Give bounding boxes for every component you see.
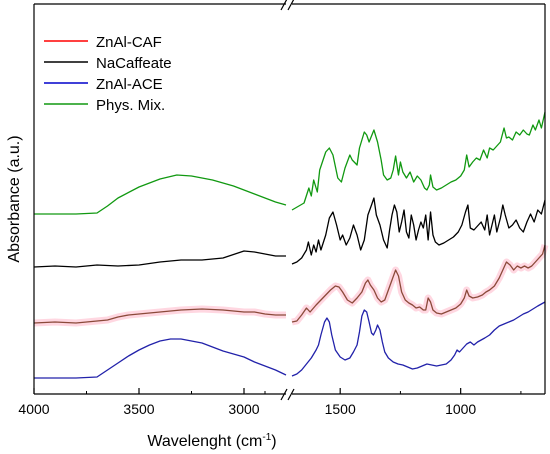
series-layer xyxy=(33,111,546,379)
legend-label-zn-al-ace: ZnAl-ACE xyxy=(96,76,163,93)
legend-label-phys-mix: Phys. Mix. xyxy=(96,97,165,114)
x-tick-label-3000: 3000 xyxy=(228,401,259,417)
y-axis-label: Absorbance (a.u.) xyxy=(6,135,23,262)
series-line-znal-ace-right xyxy=(291,301,546,377)
series-line-nacaffeate-right xyxy=(291,197,546,265)
x-tick-label-4000: 4000 xyxy=(18,401,49,417)
series-line-nacaffeate-left xyxy=(33,250,286,268)
series-line-phys-mix-left xyxy=(34,174,287,215)
axis-break-bottom-2 xyxy=(287,388,295,401)
x-tick-layer: 4000 3500 3000 1500 1000 xyxy=(18,388,522,417)
legend-label-na-caffeate: NaCaffeate xyxy=(96,55,172,72)
x-tick-label-1000: 1000 xyxy=(445,401,476,417)
legend-label-zn-al-caf: ZnAl-CAF xyxy=(96,34,162,51)
series-line-phys-mix-right xyxy=(291,111,546,211)
x-axis-label: Wavelenght (cm-1) xyxy=(147,432,276,450)
axis-break-bottom-1 xyxy=(280,388,288,401)
series-line-znal-caf-right xyxy=(291,244,546,323)
axis-break-top-2 xyxy=(287,0,295,11)
axis-break-top-1 xyxy=(280,0,288,11)
legend: ZnAl-CAF NaCaffeate ZnAl-ACE Phys. Mix. xyxy=(44,34,172,114)
series-line-znal-caf-left xyxy=(33,308,286,324)
series-line-znal-ace-left xyxy=(34,338,287,379)
x-tick-label-3500: 3500 xyxy=(123,401,154,417)
x-tick-label-1500: 1500 xyxy=(325,401,356,417)
